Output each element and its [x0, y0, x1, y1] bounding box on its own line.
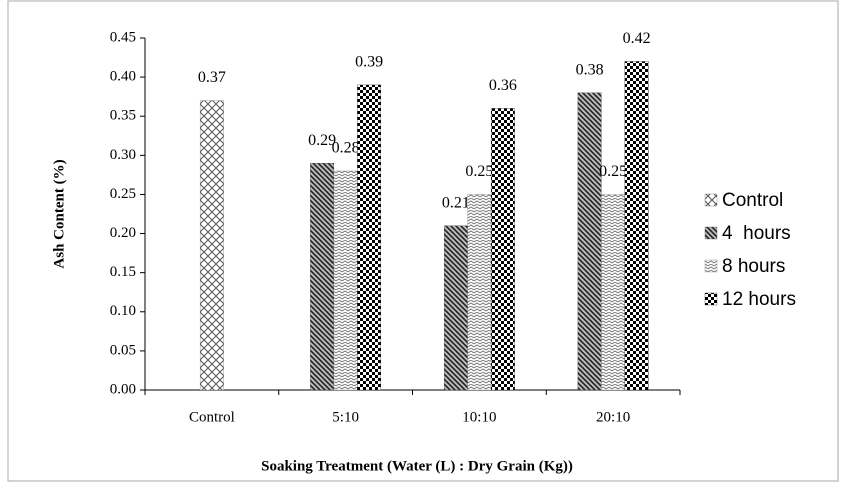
value-label: 0.36 — [489, 77, 517, 94]
bar — [624, 61, 649, 391]
legend-swatch — [704, 193, 718, 207]
x-tick-label: 20:10 — [596, 409, 630, 425]
x-tick-label: 5:10 — [332, 409, 359, 425]
value-label: 0.42 — [623, 30, 651, 47]
value-label: 0.25 — [465, 163, 493, 180]
y-tick-label: 0.05 — [110, 342, 136, 358]
y-tick-label: 0.25 — [110, 186, 136, 202]
y-axis-label: Ash Content (%) — [51, 159, 67, 268]
bar — [357, 84, 382, 391]
bar — [333, 170, 358, 391]
bar — [490, 108, 515, 391]
value-label: 0.25 — [599, 163, 627, 180]
y-tick-label: 0.15 — [110, 264, 136, 280]
legend-label: 4 hours — [722, 223, 791, 244]
legend-swatch — [704, 259, 718, 273]
legend-label: Control — [722, 190, 783, 211]
x-axis-label: Soaking Treatment (Water (L) : Dry Grain… — [261, 458, 573, 474]
y-tick-label: 0.00 — [110, 381, 136, 397]
bar — [443, 225, 468, 391]
chart-border — [7, 0, 839, 482]
y-tick-label: 0.35 — [110, 108, 136, 124]
y-tick-label: 0.40 — [110, 69, 136, 85]
value-label: 0.38 — [576, 61, 604, 78]
value-label: 0.29 — [308, 132, 336, 149]
legend-swatch — [704, 292, 718, 306]
value-label: 0.21 — [442, 194, 470, 211]
legend-label: 12 hours — [722, 289, 796, 310]
value-label: 0.37 — [198, 69, 226, 86]
bar — [199, 100, 224, 391]
value-label: 0.39 — [355, 54, 383, 71]
y-tick-label: 0.20 — [110, 225, 136, 241]
x-tick-label: Control — [189, 409, 235, 425]
y-tick-label: 0.45 — [110, 29, 136, 45]
x-tick-label: 10:10 — [462, 409, 496, 425]
y-tick-label: 0.10 — [110, 303, 136, 319]
value-label: 0.28 — [332, 140, 360, 157]
bar — [467, 194, 492, 391]
bar — [601, 194, 626, 391]
bar — [310, 163, 335, 391]
y-tick-label: 0.30 — [110, 147, 136, 163]
legend-swatch — [704, 226, 718, 240]
legend-label: 8 hours — [722, 256, 785, 277]
bar — [577, 92, 602, 391]
